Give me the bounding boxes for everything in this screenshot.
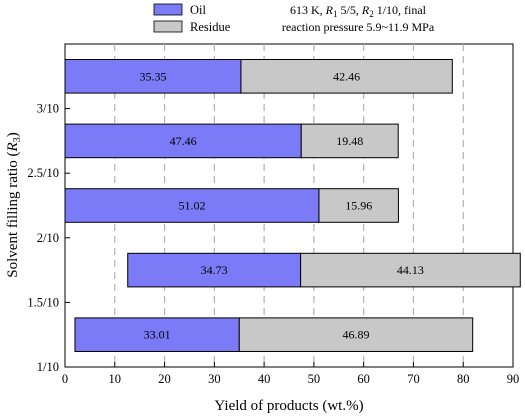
bar-residue bbox=[318, 188, 399, 223]
y-axis-ticks: 1/10 1.5/10 2/10 2.5/10 3/10 bbox=[27, 102, 70, 374]
bar-value-label: 35.35 bbox=[139, 69, 166, 83]
legend-swatch-oil bbox=[153, 3, 183, 16]
bar-oil bbox=[74, 317, 240, 352]
x-tick-label: 10 bbox=[109, 372, 122, 386]
y-tick-label: 3/10 bbox=[37, 102, 59, 116]
x-tick-label: 30 bbox=[208, 372, 221, 386]
gridlines bbox=[114, 44, 464, 367]
bar-residue bbox=[238, 317, 474, 352]
bar-value-label: 44.13 bbox=[397, 263, 424, 277]
x-tick-label: 0 bbox=[62, 372, 68, 386]
bar-residue bbox=[300, 123, 399, 159]
bar-value-label: 51.02 bbox=[178, 199, 205, 213]
legend: Oil Residue bbox=[153, 3, 231, 34]
bar-value-label: 46.89 bbox=[342, 328, 369, 342]
legend-swatch-residue bbox=[153, 20, 183, 33]
bar-oil bbox=[64, 188, 320, 223]
legend-label-oil: Oil bbox=[190, 3, 207, 17]
x-axis-ticks: 0 10 20 30 40 50 60 70 80 90 bbox=[62, 362, 519, 386]
y-tick-label: 2.5/10 bbox=[27, 166, 59, 180]
x-tick-label: 40 bbox=[258, 372, 271, 386]
bars: 33.01 46.89 34.73 44.13 51.02 15.96 47.46 19.48… bbox=[64, 59, 521, 352]
x-tick-label: 90 bbox=[507, 372, 520, 386]
bar-value-label: 42.46 bbox=[333, 69, 360, 83]
y-tick-label: 1/10 bbox=[37, 360, 59, 374]
bar-value-label: 33.01 bbox=[144, 328, 171, 342]
bar-value-label: 34.73 bbox=[201, 263, 228, 277]
conditions-annotation-line1: 613 K, R1 5/5, R2 1/10, final bbox=[290, 3, 427, 19]
conditions-annotation-line2: reaction pressure 5.9~11.9 MPa bbox=[282, 20, 435, 34]
bar-value-label: 19.48 bbox=[336, 134, 363, 148]
y-tick-label: 2/10 bbox=[37, 231, 59, 245]
bar-value-label: 15.96 bbox=[345, 199, 372, 213]
bar-residue bbox=[240, 59, 453, 94]
y-axis-title: Solvent filling ratio (R3) bbox=[5, 132, 23, 277]
x-axis-title: Yield of products (wt.%) bbox=[214, 398, 363, 414]
x-tick-label: 80 bbox=[457, 372, 470, 386]
legend-label-residue: Residue bbox=[190, 20, 231, 34]
x-tick-label: 20 bbox=[158, 372, 171, 386]
bar-value-label: 47.46 bbox=[170, 134, 197, 148]
bar-residue bbox=[300, 252, 521, 288]
x-tick-label: 70 bbox=[407, 372, 420, 386]
x-tick-label: 60 bbox=[357, 372, 370, 386]
y-tick-label: 1.5/10 bbox=[27, 295, 59, 309]
x-tick-label: 50 bbox=[308, 372, 321, 386]
